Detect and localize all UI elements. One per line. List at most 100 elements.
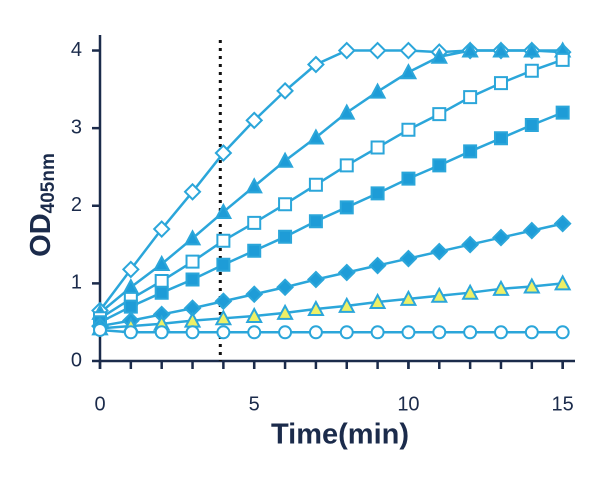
y-axis-title-sub: 405nm [38, 153, 59, 213]
marker [461, 41, 479, 58]
marker [308, 325, 323, 340]
series-line [99, 222, 563, 328]
marker [245, 306, 263, 323]
y-tick-label: 3 [71, 116, 82, 138]
series-line [99, 58, 564, 320]
marker [370, 325, 385, 340]
marker [278, 197, 293, 212]
marker [308, 214, 323, 229]
marker [338, 103, 356, 120]
x-tick-label: 15 [552, 393, 574, 415]
marker [463, 90, 478, 105]
marker [399, 41, 418, 60]
marker [185, 325, 200, 340]
marker [368, 82, 387, 99]
marker [432, 158, 447, 173]
x-tick-label: 0 [94, 393, 105, 415]
marker [185, 272, 200, 287]
marker [214, 144, 233, 162]
marker [492, 279, 510, 296]
marker [523, 41, 541, 58]
marker [555, 52, 570, 67]
series-line [99, 328, 563, 334]
y-tick-label: 2 [71, 194, 82, 216]
marker [337, 263, 356, 282]
marker [492, 41, 510, 58]
y-axis-title: OD405nm [25, 153, 59, 257]
marker [553, 274, 572, 291]
marker [214, 292, 233, 311]
marker [307, 128, 325, 145]
marker [524, 118, 539, 133]
marker [492, 228, 510, 247]
marker [463, 144, 478, 159]
y-tick-label: 4 [71, 39, 82, 61]
marker [339, 325, 354, 340]
marker [216, 233, 231, 248]
marker [123, 299, 138, 314]
marker [401, 325, 416, 340]
series-line [98, 49, 563, 312]
marker [245, 285, 264, 304]
marker [339, 200, 354, 215]
series-line [99, 111, 564, 324]
marker [306, 55, 325, 74]
marker [368, 41, 387, 60]
marker [522, 221, 541, 240]
marker [553, 214, 572, 233]
marker [278, 325, 293, 340]
marker [523, 277, 541, 294]
marker [430, 242, 449, 261]
marker [216, 325, 231, 340]
marker [154, 325, 169, 340]
marker [401, 171, 416, 186]
marker [153, 254, 171, 271]
marker [461, 283, 479, 300]
marker [123, 325, 138, 340]
marker [555, 105, 570, 120]
marker [183, 229, 202, 246]
y-axis-title-main: OD [25, 213, 57, 257]
series-line [99, 49, 563, 314]
marker [245, 177, 263, 194]
marker [368, 256, 387, 275]
marker [401, 122, 416, 137]
marker [306, 270, 325, 289]
marker [185, 254, 200, 269]
marker [432, 107, 447, 122]
marker [183, 182, 202, 201]
marker [154, 274, 169, 289]
marker [276, 81, 294, 100]
y-tick-label: 0 [71, 349, 82, 371]
marker [399, 63, 418, 80]
marker [214, 309, 233, 326]
marker [493, 76, 508, 91]
marker [337, 41, 356, 60]
marker [399, 249, 418, 268]
marker [430, 47, 448, 64]
marker [432, 325, 447, 340]
marker [461, 235, 480, 254]
marker [276, 278, 294, 297]
y-tick-label: 1 [71, 272, 82, 294]
marker [308, 177, 323, 192]
marker [493, 325, 508, 340]
marker [154, 285, 169, 300]
marker [339, 158, 354, 173]
x-axis-title: Time(min) [271, 419, 409, 451]
marker [399, 289, 418, 306]
marker [247, 243, 262, 258]
marker [152, 220, 171, 238]
marker [307, 299, 325, 316]
marker [247, 325, 262, 340]
marker [370, 140, 385, 155]
marker [214, 202, 233, 219]
marker [93, 322, 107, 337]
marker [276, 303, 294, 320]
marker [216, 257, 231, 272]
marker [524, 325, 539, 340]
marker [368, 292, 387, 310]
marker [245, 111, 264, 130]
x-tick-label: 10 [397, 393, 419, 415]
